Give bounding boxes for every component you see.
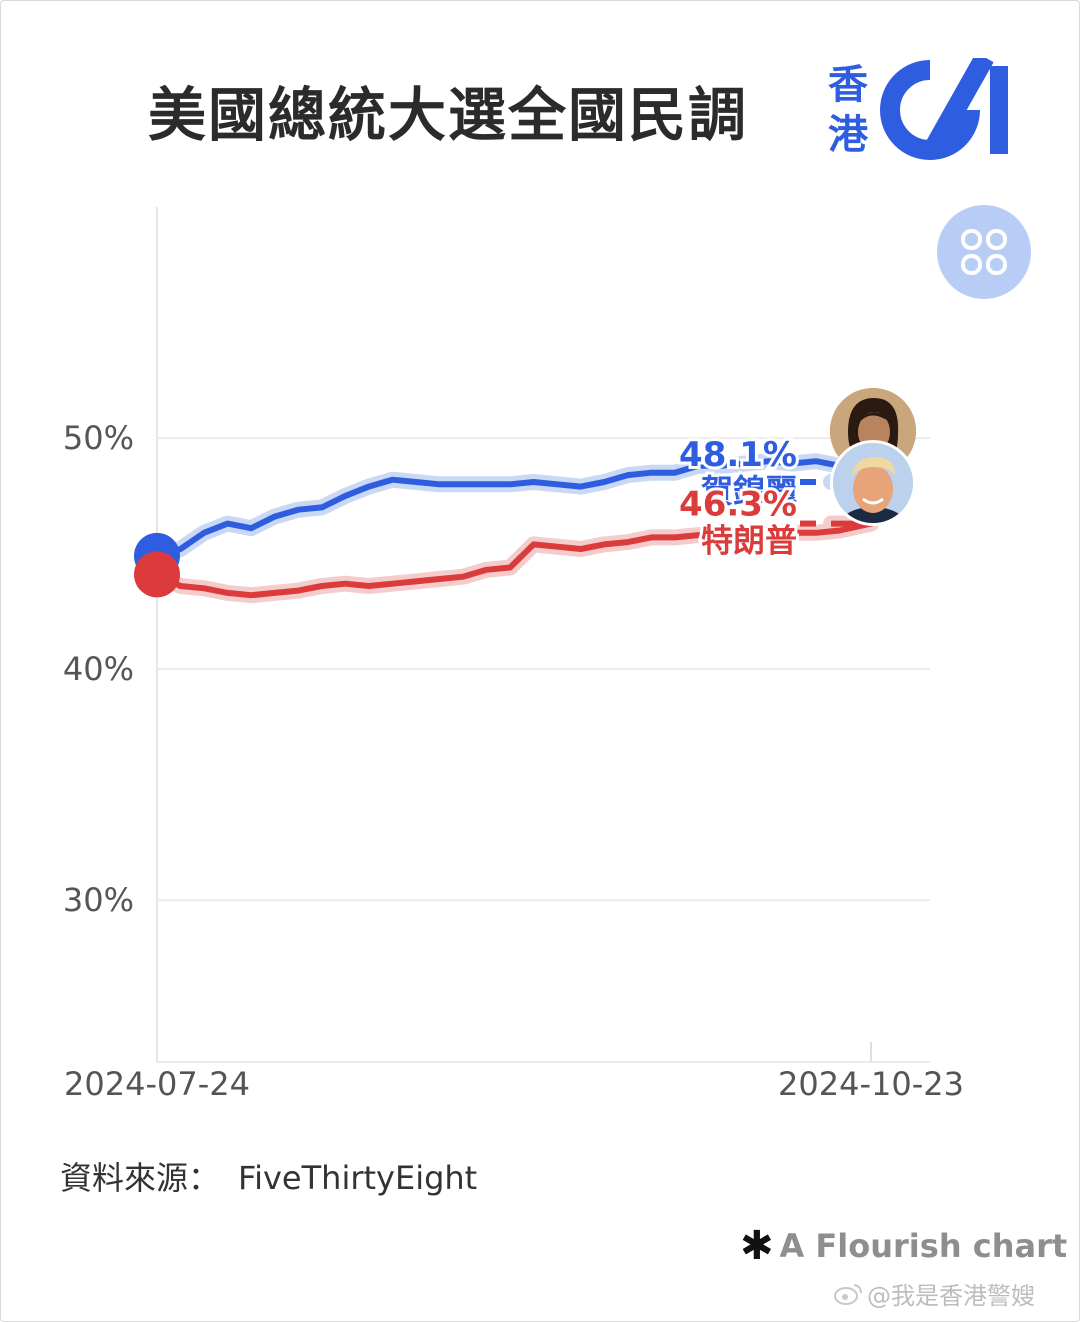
logo-char-1: 香 (828, 62, 868, 108)
y-tick-label: 30% (63, 881, 134, 919)
grid-icon (961, 229, 1007, 275)
series-name-label: 賀錦麗 (701, 472, 797, 510)
weibo-watermark: @我是香港警嫂 (833, 1276, 1035, 1311)
chart-title: 美國總統大選全國民調 (148, 81, 749, 149)
logo-01-mark (880, 58, 1008, 160)
series-name-label: 特朗普 (701, 522, 797, 560)
flourish-asterisk-icon: ✱ (740, 1223, 774, 1269)
source-name: FiveThirtyEight (238, 1159, 478, 1197)
y-tick-label: 40% (63, 650, 134, 688)
flourish-credit-link[interactable]: ✱ A Flourish chart (740, 1226, 1067, 1266)
x-tick-label: 2024-10-23 (778, 1065, 964, 1103)
y-tick-label: 50% (63, 419, 134, 457)
logo-char-2: 港 (828, 112, 868, 158)
series-line (156, 458, 874, 559)
x-tick-label: 2024-07-24 (64, 1065, 250, 1103)
hk01-logo: 香 港 (828, 58, 1018, 162)
poll-line-chart: 50% 40% 30% 2024-07-24 2024-10-23 48.1%賀錦麗46.… (63, 207, 964, 1103)
menu-button[interactable] (937, 205, 1031, 299)
series-start-dot (134, 551, 180, 598)
weibo-icon (834, 1283, 862, 1305)
flourish-credit-text: A Flourish chart (779, 1227, 1068, 1265)
trump-avatar (830, 440, 916, 526)
source-label: 資料來源： (60, 1159, 221, 1197)
source-note: 資料來源： FiveThirtyEight (60, 1153, 477, 1199)
series-line (155, 520, 874, 599)
series-end-value: 46.3% (679, 485, 797, 525)
series-end-value: 48.1% (679, 435, 797, 475)
watermark-text: @我是香港警嫂 (867, 1282, 1035, 1310)
